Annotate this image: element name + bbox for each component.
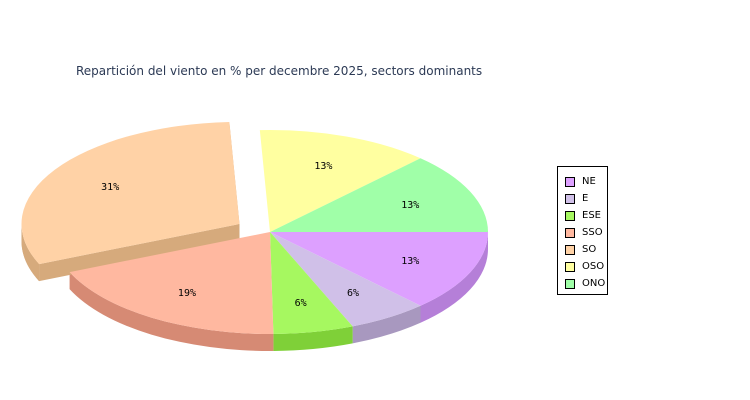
slice-label-ese: 6%	[295, 298, 307, 309]
legend: NE E ESE SSO SO OSO ONO	[557, 166, 608, 295]
slice-label-sso: 19%	[178, 288, 196, 299]
chart-title: Repartición del viento en % per decembre…	[76, 64, 483, 78]
legend-item-e: E	[565, 190, 607, 207]
legend-swatch-so	[565, 244, 575, 255]
slice-label-so: 31%	[101, 182, 119, 193]
slice-sso	[69, 232, 274, 334]
legend-label-e: E	[582, 193, 589, 204]
legend-swatch-e	[565, 193, 575, 204]
legend-item-so: SO	[565, 241, 607, 258]
legend-label-oso: OSO	[582, 261, 605, 272]
slice-cut-so-0	[39, 223, 240, 282]
slice-side-e	[352, 305, 421, 344]
slice-label-e: 6%	[347, 288, 359, 299]
slice-label-ne: 13%	[401, 256, 419, 267]
pie-tops	[21, 122, 488, 334]
slice-e	[270, 232, 421, 327]
legend-item-ne: NE	[565, 173, 607, 190]
slice-ne	[270, 232, 488, 306]
pie-labels: 13% 6% 6% 19% 31% 13% 13%	[101, 161, 419, 309]
slice-ono	[270, 158, 488, 232]
legend-label-ne: NE	[582, 176, 596, 187]
slice-so	[21, 122, 240, 265]
legend-swatch-ese	[565, 210, 575, 221]
pie-sides	[21, 122, 488, 351]
legend-swatch-oso	[565, 261, 575, 272]
legend-item-ono: ONO	[565, 275, 607, 292]
slice-side-ese	[273, 326, 353, 351]
slice-label-ono: 13%	[401, 200, 419, 211]
slice-ese	[270, 232, 353, 334]
slice-label-oso: 13%	[314, 161, 332, 172]
slice-side-ne	[420, 232, 488, 323]
slice-side-sso	[69, 272, 274, 351]
slice-oso	[259, 130, 421, 232]
legend-item-ese: ESE	[565, 207, 607, 224]
legend-item-oso: OSO	[565, 258, 607, 275]
legend-label-ese: ESE	[582, 210, 601, 221]
legend-swatch-sso	[565, 227, 575, 238]
legend-swatch-ono	[565, 278, 575, 289]
slice-side-so	[21, 223, 40, 282]
legend-label-ono: ONO	[582, 278, 606, 289]
legend-item-sso: SSO	[565, 224, 607, 241]
legend-label-so: SO	[582, 244, 597, 255]
legend-label-sso: SSO	[582, 227, 603, 238]
legend-swatch-ne	[565, 176, 575, 187]
